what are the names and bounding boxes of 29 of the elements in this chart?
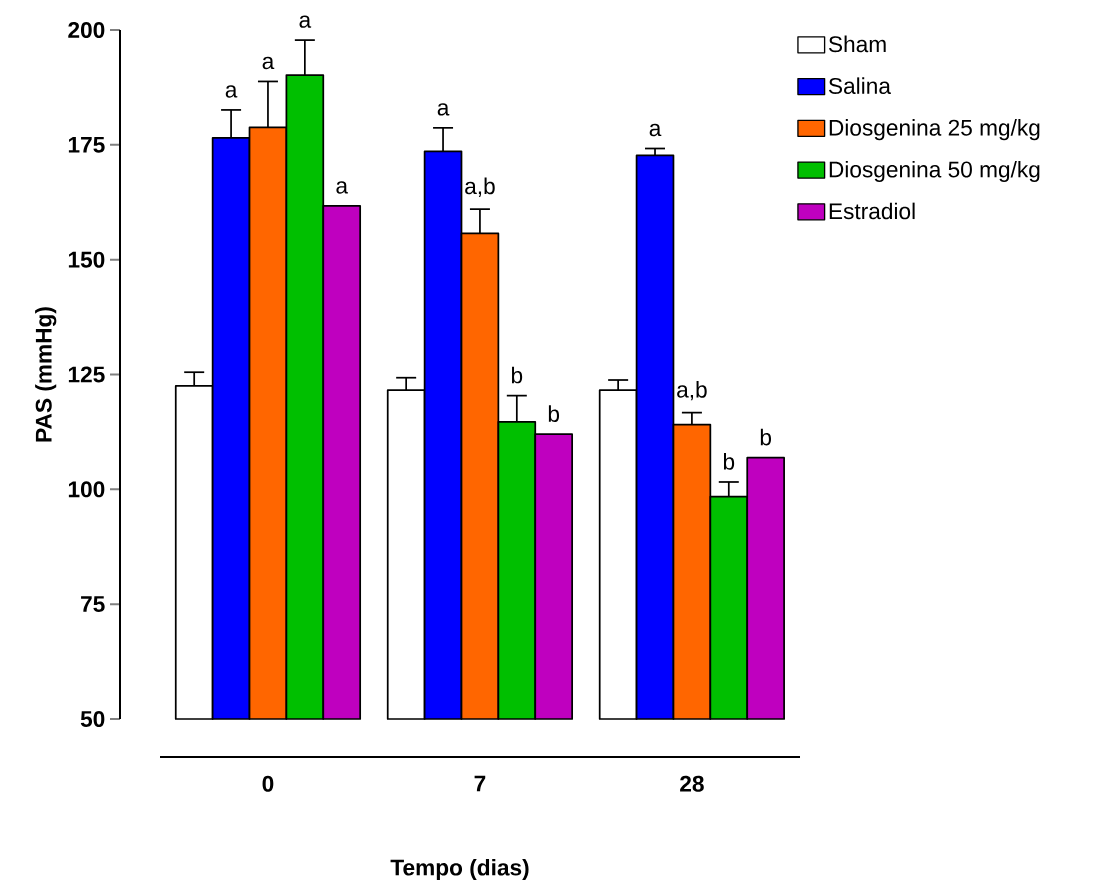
data-label: a,b: [677, 380, 707, 401]
data-label: a: [336, 181, 349, 194]
y-tick-label: 100: [68, 481, 105, 498]
x-tick-label: 7: [474, 775, 486, 792]
data-label: b: [760, 428, 772, 446]
x-axis-title: Tempo (dias): [390, 858, 529, 880]
data-label: b: [511, 366, 523, 384]
y-tick-label: 200: [68, 21, 105, 38]
data-label: a: [299, 15, 312, 28]
y-tick-label: 50: [80, 710, 105, 727]
legend-label: Sham: [828, 35, 886, 53]
y-tick-label: 175: [68, 136, 105, 153]
y-tick-label: 75: [81, 596, 105, 612]
x-tick-label: 28: [680, 775, 704, 792]
x-tick-label: 0: [262, 775, 274, 792]
data-label: b: [723, 452, 735, 470]
y-tick-label: 125: [68, 366, 105, 383]
data-label: b: [548, 405, 560, 422]
legend-label: Salina: [828, 77, 891, 94]
y-axis-title: PAS (mmHg): [35, 307, 57, 442]
data-label: a: [225, 85, 238, 98]
data-label: a,b: [465, 177, 495, 197]
y-tick-label: 150: [68, 251, 105, 268]
data-label: a: [649, 123, 662, 137]
data-label: a: [437, 102, 450, 116]
legend-label: Diosgenina 50 mg/kg: [829, 160, 1040, 182]
legend-label: Estradiol: [829, 202, 915, 220]
data-label: a: [262, 56, 275, 69]
legend-label: Diosgenina 25 mg/kg: [829, 118, 1040, 141]
